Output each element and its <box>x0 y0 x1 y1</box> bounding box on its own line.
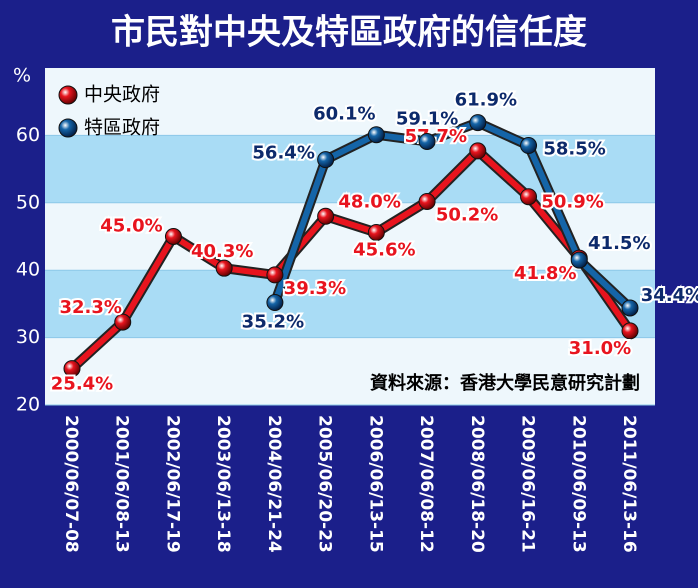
y-axis-label: % <box>13 65 31 87</box>
y-tick-label: 50 <box>16 191 40 213</box>
x-tick-label: 2007/06/08-12 <box>416 415 436 553</box>
x-tick-label: 2011/06/13-16 <box>619 415 639 553</box>
band <box>45 202 655 271</box>
marker <box>164 228 182 245</box>
legend-label: 中央政府 <box>84 84 160 106</box>
marker <box>418 192 436 210</box>
marker <box>570 251 588 269</box>
value-label: 35.2% <box>242 312 304 333</box>
value-label: 58.5% <box>543 139 605 160</box>
x-tick-label: 2003/06/13-18 <box>213 415 233 553</box>
marker <box>367 126 385 144</box>
marker <box>621 299 639 317</box>
marker <box>266 266 284 284</box>
y-tick-label: 20 <box>16 394 40 416</box>
x-tick-label: 2000/06/07-08 <box>61 415 81 553</box>
x-tick-label: 2004/06/21-24 <box>264 415 284 553</box>
value-label: 32.3% <box>60 297 122 318</box>
marker <box>114 313 132 331</box>
legend-marker <box>58 85 78 105</box>
x-tick-label: 2006/06/13-15 <box>365 415 385 553</box>
band <box>45 68 655 136</box>
x-tick-label: 2008/06/18-20 <box>467 415 487 553</box>
value-label: 34.4% <box>641 285 698 306</box>
marker <box>215 259 233 277</box>
x-tick-label: 2001/06/08-13 <box>112 415 132 553</box>
value-label: 31.0% <box>569 338 631 359</box>
marker <box>266 294 284 312</box>
value-label: 50.2% <box>436 204 498 225</box>
marker <box>469 114 487 132</box>
value-label: 59.1% <box>396 108 458 129</box>
value-label: 39.3% <box>284 278 346 299</box>
marker <box>621 322 639 340</box>
value-label: 41.5% <box>588 233 650 254</box>
y-tick-label: 30 <box>16 326 40 348</box>
value-label: 50.9% <box>541 192 603 213</box>
source: 資料來源：香港大學民意研究計劃 <box>370 372 640 394</box>
marker <box>520 137 538 155</box>
marker <box>317 207 335 225</box>
value-label: 25.4% <box>51 374 113 395</box>
value-label: 56.4% <box>252 143 314 164</box>
value-label: 45.0% <box>100 216 162 237</box>
band <box>45 337 655 405</box>
chart-title: 市民對中央及特區政府的信任度 <box>111 13 587 53</box>
value-label: 48.0% <box>338 191 400 212</box>
value-label: 61.9% <box>455 90 517 111</box>
value-label: 40.3% <box>191 241 253 262</box>
marker <box>520 188 538 206</box>
y-tick-label: 60 <box>16 124 40 146</box>
line <box>69 147 633 371</box>
y-tick-label: 40 <box>16 259 40 281</box>
x-tick-label: 2010/06/09-13 <box>568 415 588 553</box>
x-tick-label: 2002/06/17-19 <box>162 415 182 553</box>
value-label: 41.8% <box>514 263 576 284</box>
x-tick-label: 2009/06/16-21 <box>518 415 538 553</box>
legend-label: 特區政府 <box>84 117 160 139</box>
x-tick-label: 2005/06/20-23 <box>315 415 335 553</box>
marker <box>63 360 81 378</box>
marker <box>367 223 385 241</box>
legend-marker <box>58 118 78 138</box>
value-label: 60.1% <box>313 104 375 125</box>
marker <box>317 151 335 169</box>
line <box>272 119 633 311</box>
value-label: 45.6% <box>353 239 415 260</box>
marker <box>418 132 436 150</box>
marker <box>469 142 487 160</box>
